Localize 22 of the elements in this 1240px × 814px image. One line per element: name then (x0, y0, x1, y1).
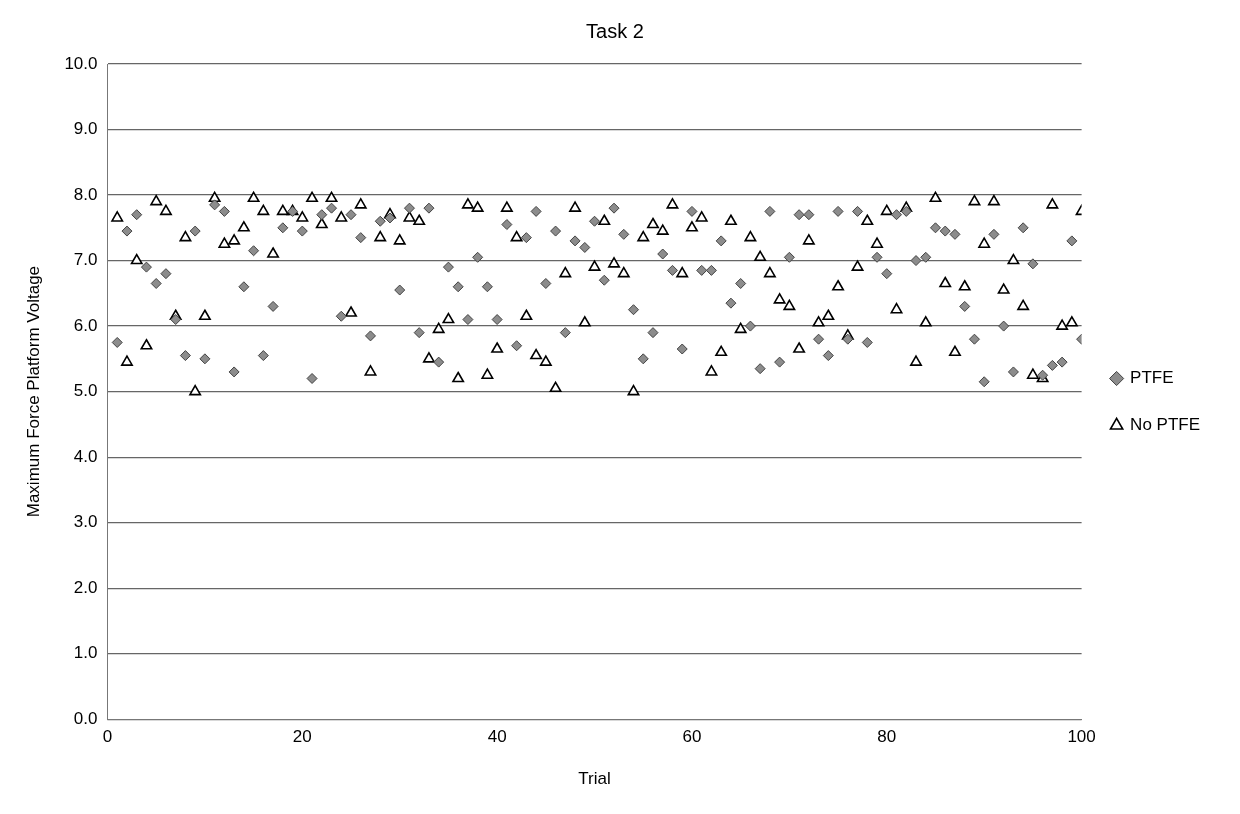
y-tick-label: 8.0 (73, 184, 98, 204)
x-tick-label: 80 (877, 727, 897, 747)
x-axis-title: Trial (578, 769, 611, 789)
y-axis-title: Maximum Force Platform Voltage (23, 265, 43, 518)
x-tick-label: 20 (292, 727, 312, 747)
y-tick-label: 3.0 (73, 512, 98, 532)
x-tick-label: 0 (102, 727, 113, 747)
legend-label: PTFE (1130, 368, 1174, 388)
y-tick-label: 1.0 (73, 643, 98, 663)
x-tick-label: 40 (487, 727, 507, 747)
legend-label: No PTFE (1130, 415, 1201, 435)
y-tick-label: 5.0 (73, 381, 98, 401)
y-tick-label: 6.0 (73, 315, 98, 335)
chart-title: Task 2 (586, 19, 644, 42)
y-tick-label: 2.0 (73, 577, 98, 597)
y-tick-label: 9.0 (73, 119, 98, 139)
y-tick-label: 0.0 (73, 708, 98, 728)
y-tick-label: 7.0 (73, 250, 98, 270)
x-tick-label: 60 (682, 727, 702, 747)
y-tick-label: 4.0 (73, 446, 98, 466)
x-tick-label: 100 (1067, 727, 1096, 747)
y-tick-label: 10.0 (64, 53, 98, 73)
